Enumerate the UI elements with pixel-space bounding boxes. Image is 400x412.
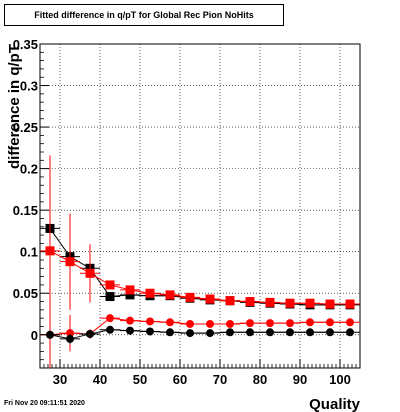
data-point-circle [346,328,354,337]
data-point-circle [66,334,74,343]
chart-title: Fitted difference in q/pT for Global Rec… [34,10,254,20]
data-point-square [185,292,195,302]
x-tick-label: 70 [213,372,227,387]
y-tick-label: 0.15 [13,203,38,218]
data-point-circle [86,329,94,338]
data-point-square [65,257,75,267]
data-point-circle [286,319,294,328]
x-tick-label: 100 [329,372,351,387]
data-point-square [265,297,275,307]
y-tick-label: 0.25 [13,120,38,135]
data-point-circle [186,319,194,328]
data-point-square [105,292,115,302]
series-1 [40,221,360,310]
data-point-circle [306,318,314,327]
data-point-square [125,290,135,300]
data-point-circle [226,328,234,337]
data-point-square [285,298,295,308]
data-marks [40,155,360,368]
data-point-circle [186,329,194,338]
data-point-square [165,290,175,300]
data-point-circle [226,319,234,328]
data-point-circle [126,326,134,335]
timestamp: Fri Nov 20 09:11:51 2020 [4,400,85,407]
data-point-circle [46,330,54,339]
data-point-circle [166,318,174,327]
x-tick-label: 80 [253,372,267,387]
data-point-circle [246,319,254,328]
y-axis-title: difference in q/pT [6,44,23,169]
data-point-circle [266,328,274,337]
y-tick-label: 0.35 [13,37,38,52]
series-line [49,250,350,305]
data-point-square [225,296,235,306]
data-point-circle [206,319,214,328]
data-point-circle [246,328,254,337]
data-point-circle [106,314,114,323]
series-2 [40,155,360,347]
data-point-square [45,246,55,256]
data-point-square [305,298,315,308]
data-point-circle [146,327,154,336]
data-point-circle [206,329,214,338]
x-tick-label: 30 [53,372,67,387]
tick-labels: 30 40 50 60 70 80 90 100 0 0.05 0.1 0.15 0.2 0.25 0.3 0… [13,37,351,387]
y-tick-label: 0.3 [20,79,38,94]
y-tick-label: 0.05 [13,286,38,301]
data-point-circle [326,318,334,327]
data-point-circle [286,328,294,337]
data-point-circle [106,325,114,334]
data-point-square [245,297,255,307]
x-tick-label: 90 [293,372,307,387]
data-point-square [345,299,355,309]
axis-ticks [39,43,361,369]
data-point-square [125,285,135,295]
data-point-circle [306,328,314,337]
data-point-circle [126,316,134,325]
data-point-circle [166,328,174,337]
data-point-square [145,288,155,298]
y-tick-label: 0.1 [20,245,38,260]
data-point-square [325,299,335,309]
y-tick-label: 0.2 [20,162,38,177]
data-point-circle [146,317,154,326]
x-tick-label: 40 [93,372,107,387]
x-axis-title: Quality [309,396,361,412]
data-point-circle [66,329,74,338]
series-4 [40,325,360,344]
data-point-circle [346,318,354,327]
chart-title-box: Fitted difference in q/pT for Global Rec… [4,4,284,26]
x-tick-label: 60 [173,372,187,387]
x-tick-label: 50 [133,372,147,387]
data-point-circle [266,319,274,328]
y-tick-label: 0 [31,328,38,343]
data-point-square [105,280,115,290]
data-point-square [85,268,95,278]
grid-lines [40,43,360,368]
data-point-square [205,294,215,304]
data-point-circle [326,328,334,337]
